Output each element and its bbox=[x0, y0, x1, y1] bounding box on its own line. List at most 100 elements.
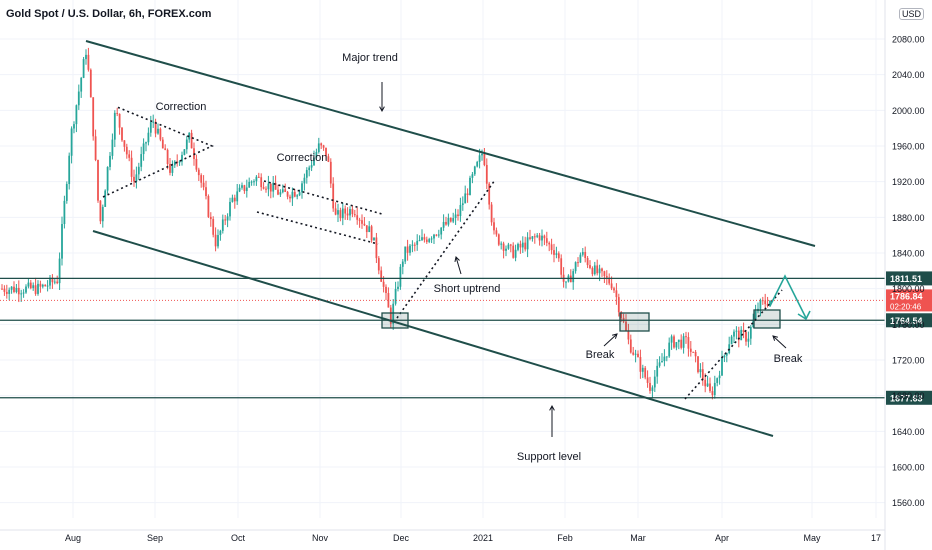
y-tick-label: 1640.00 bbox=[892, 427, 925, 437]
drawings[interactable] bbox=[85, 40, 816, 437]
candle-body bbox=[99, 200, 102, 222]
candle-body bbox=[356, 215, 359, 220]
candle-body bbox=[445, 221, 447, 225]
y-tick-label: 1800.00 bbox=[892, 284, 925, 294]
candle-body bbox=[137, 166, 140, 175]
candle-body bbox=[473, 166, 476, 175]
candle-body bbox=[524, 242, 527, 250]
candle-body bbox=[435, 234, 438, 236]
candle-body bbox=[317, 143, 320, 153]
candle-body bbox=[565, 281, 567, 283]
candle-body bbox=[5, 291, 8, 294]
candle-body bbox=[425, 239, 428, 242]
candle-body bbox=[313, 157, 315, 166]
arrow-short-uptrend bbox=[455, 256, 462, 275]
candle-body bbox=[711, 391, 714, 396]
candle-body bbox=[147, 132, 150, 143]
y-tick-label: 1760.00 bbox=[892, 320, 925, 330]
candle-body bbox=[457, 214, 459, 217]
candle-body bbox=[380, 270, 383, 282]
candle-body bbox=[649, 382, 651, 391]
candle-body bbox=[118, 113, 121, 128]
candle-body bbox=[130, 157, 133, 177]
candle-body bbox=[620, 312, 623, 318]
candle-body bbox=[32, 285, 35, 289]
candle-body bbox=[214, 234, 217, 247]
correction-channel-lower bbox=[256, 211, 379, 245]
candle-body bbox=[548, 242, 551, 245]
candle-body bbox=[296, 195, 299, 197]
candle-body bbox=[644, 367, 647, 378]
candle-body bbox=[581, 251, 584, 255]
candle-body bbox=[375, 237, 378, 259]
candle-body bbox=[245, 187, 248, 192]
annotation-break-1: Break bbox=[586, 349, 615, 361]
candle-body bbox=[406, 246, 409, 253]
recent-uptrend-line bbox=[684, 289, 783, 400]
candle-body bbox=[51, 277, 54, 283]
candle-body bbox=[668, 342, 671, 357]
candle-body bbox=[257, 176, 260, 178]
candle-body bbox=[553, 250, 555, 255]
candle-body bbox=[29, 282, 32, 289]
candle-body bbox=[260, 177, 263, 188]
candle-body bbox=[713, 382, 716, 396]
candle-body bbox=[466, 193, 469, 195]
countdown-label: 02:20:46 bbox=[890, 302, 922, 311]
candle-body bbox=[159, 128, 162, 140]
candle-body bbox=[754, 311, 757, 320]
candle-body bbox=[598, 268, 601, 274]
price-label: 1811.51 bbox=[890, 274, 922, 284]
candle-body bbox=[608, 277, 611, 284]
candle-body bbox=[315, 152, 318, 158]
price-label-bg bbox=[886, 313, 932, 328]
arrow-support-level-head bbox=[549, 404, 555, 411]
candle-body bbox=[82, 59, 85, 78]
candle-body bbox=[154, 121, 157, 134]
candle-body bbox=[89, 69, 92, 98]
candle-body bbox=[639, 357, 642, 372]
candle-body bbox=[481, 153, 483, 156]
candle-body bbox=[627, 330, 630, 340]
candle-body bbox=[133, 176, 135, 182]
candle-body bbox=[190, 132, 193, 149]
candle-body bbox=[730, 336, 733, 345]
candle-body bbox=[392, 303, 395, 324]
candle-body bbox=[17, 287, 20, 295]
candle-body bbox=[682, 336, 685, 348]
candle-body bbox=[109, 155, 111, 167]
candle-body bbox=[641, 367, 644, 372]
channel-upper-line bbox=[85, 40, 816, 247]
candle-body bbox=[579, 254, 582, 263]
candle-body bbox=[766, 304, 769, 306]
y-tick-label: 1720.00 bbox=[892, 356, 925, 366]
candle-body bbox=[41, 284, 44, 287]
candle-body bbox=[152, 121, 155, 123]
candle-body bbox=[277, 189, 279, 195]
candle-body bbox=[418, 240, 421, 242]
chart-title: Gold Spot / U.S. Dollar, 6h, FOREX.com bbox=[6, 8, 212, 20]
candle-body bbox=[716, 378, 719, 383]
candle-body bbox=[632, 352, 635, 355]
candle-body bbox=[517, 243, 519, 250]
candle-body bbox=[135, 174, 138, 182]
candle-body bbox=[725, 353, 728, 356]
candle-body bbox=[363, 223, 366, 226]
candle-body bbox=[601, 268, 603, 272]
candle-body bbox=[656, 365, 659, 377]
candle-body bbox=[545, 238, 548, 243]
candle-body bbox=[413, 244, 416, 246]
candle-body bbox=[721, 357, 723, 376]
grid bbox=[0, 0, 885, 518]
price-label: 1677.63 bbox=[890, 393, 923, 403]
candle-body bbox=[651, 387, 654, 391]
correction-channel-upper bbox=[263, 180, 383, 215]
candle-body bbox=[217, 235, 219, 247]
x-tick-label: Nov bbox=[312, 533, 329, 543]
currency-badge[interactable]: USD bbox=[899, 8, 925, 20]
candle-body bbox=[411, 244, 414, 246]
candle-body bbox=[485, 164, 488, 184]
candle-body bbox=[759, 300, 762, 309]
